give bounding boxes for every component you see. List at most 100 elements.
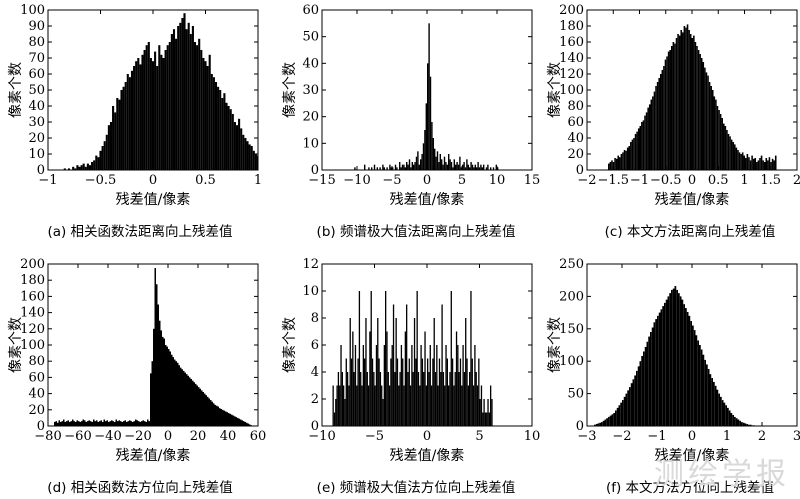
histogram-bar (664, 59, 667, 170)
histogram-bar (84, 420, 86, 426)
y-axis-label: 像素个数 (8, 317, 24, 373)
x-tick-label: 3 (793, 429, 800, 444)
histogram-bar (254, 154, 257, 170)
histogram-bar (181, 369, 183, 426)
histogram-bar (229, 413, 231, 426)
histogram-bar (354, 345, 357, 426)
histogram-bar (449, 372, 451, 426)
histogram-bar (133, 421, 135, 426)
histogram-bar (357, 358, 359, 426)
y-tick-label: 100 (20, 3, 45, 18)
y-tick-label: 150 (559, 322, 584, 337)
histogram-bar (93, 419, 95, 426)
histogram-bar (78, 421, 80, 426)
histogram-bar (107, 125, 110, 170)
x-axis-label: 残差值/像素 (116, 448, 191, 464)
histogram-bar (114, 421, 116, 426)
histogram-bar (170, 34, 173, 170)
histogram-bar (436, 345, 438, 426)
histogram-bar (451, 358, 454, 426)
histogram-bar (407, 372, 409, 426)
histogram-bar (686, 24, 689, 171)
histogram-bar (409, 385, 412, 426)
y-tick-label: 100 (559, 83, 584, 98)
histogram-bar (470, 162, 472, 170)
histogram-bar (370, 291, 372, 426)
histogram-bars (608, 24, 777, 171)
histogram-bar (746, 154, 749, 170)
histogram-bar (180, 367, 182, 426)
histogram-bar (399, 162, 401, 170)
histogram-bar (445, 345, 447, 426)
histogram-bar (619, 157, 621, 170)
histogram-bar (453, 385, 455, 426)
histogram-bar (177, 26, 180, 170)
histogram-bar (360, 372, 362, 426)
histogram-bar (713, 381, 715, 426)
histogram-bar (623, 150, 626, 170)
histogram-bar (105, 134, 108, 170)
y-tick-label: 120 (20, 322, 45, 337)
histogram-bar (63, 419, 65, 426)
histogram-bar (144, 421, 146, 426)
histogram-bar (702, 354, 705, 426)
histogram-bar (367, 385, 370, 426)
histogram-bar (428, 23, 430, 170)
histogram-bar (106, 420, 108, 426)
y-tick-label: 180 (559, 19, 584, 34)
y-tick-label: 60 (567, 115, 584, 130)
histogram-bar (202, 58, 205, 170)
histogram-bar (745, 158, 747, 170)
histogram-bar (400, 345, 403, 426)
histogram-bar (111, 420, 113, 426)
histogram-bar (473, 167, 475, 170)
histogram-bar (410, 167, 412, 170)
histogram-bar (681, 299, 684, 426)
histogram-bar (637, 128, 640, 170)
histogram-bar (133, 66, 136, 170)
histogram-bar (412, 372, 414, 426)
histogram-bar (150, 373, 152, 426)
histogram-bar (369, 331, 371, 426)
histogram-bar (492, 167, 495, 170)
histogram-bar (700, 58, 703, 170)
histogram-bar (474, 164, 476, 170)
histogram-bar (191, 26, 194, 170)
histogram-bar (749, 424, 752, 426)
x-tick-label: −10 (308, 429, 335, 444)
x-tick-label: −20 (124, 429, 151, 444)
histogram-bar (413, 164, 415, 170)
histogram-bar (427, 358, 429, 426)
histogram-bar (737, 150, 739, 170)
histogram-bar (710, 86, 712, 170)
histogram-bar (643, 351, 645, 426)
histogram-bar (54, 421, 56, 426)
histogram-bar (683, 26, 686, 170)
histogram-bar (495, 164, 497, 170)
histogram-bar (432, 138, 434, 170)
histogram-bar (457, 345, 459, 426)
histogram-bar (444, 385, 446, 426)
y-axis-label: 像素个数 (547, 62, 563, 118)
x-tick-label: −80 (34, 429, 61, 444)
histogram-bar (653, 322, 656, 426)
histogram-bar (120, 90, 123, 170)
histogram-bar (225, 411, 227, 426)
histogram-bar (63, 168, 66, 170)
histogram-bar (85, 421, 87, 426)
histogram-bar (449, 159, 451, 170)
y-tick-label: 90 (28, 19, 45, 34)
histogram-bar (373, 372, 375, 426)
y-tick-label: 100 (559, 354, 584, 369)
y-tick-label: 0 (576, 163, 584, 178)
histogram-bar (678, 293, 680, 426)
histogram-bar (720, 396, 722, 426)
histogram-bar (678, 35, 681, 170)
histogram-bar (721, 400, 724, 426)
histogram-bar (156, 284, 158, 426)
histogram-bar (390, 167, 392, 170)
histogram-bar (90, 421, 92, 426)
histogram-bar (427, 63, 429, 170)
histogram-bar (756, 162, 758, 170)
histogram-bar (185, 29, 188, 171)
